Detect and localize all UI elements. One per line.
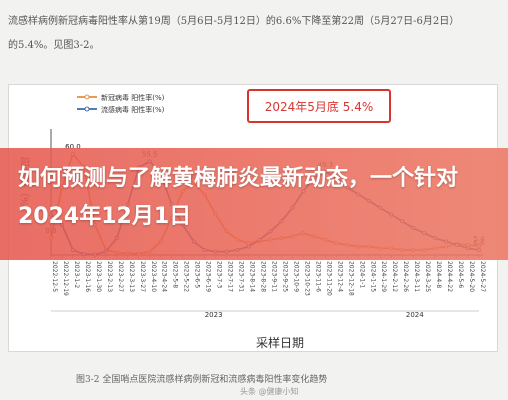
x-tick-label: 2023-9-25 (281, 261, 288, 292)
legend-marker (84, 94, 90, 100)
x-tick-label: 2023-2-27 (117, 261, 124, 292)
x-tick-label: 2024-2-26 (402, 261, 409, 292)
x-tick-label: 2023-6-19 (205, 261, 212, 292)
highlight-annotation: 2024年5月底 5.4% (247, 89, 391, 123)
x-tick-label: 2024-5-6 (457, 261, 464, 288)
x-tick-label: 2023-7-3 (216, 261, 223, 288)
x-tick-label: 2023-12-18 (347, 261, 354, 296)
x-tick-label: 2024-3-25 (424, 261, 431, 292)
x-tick-label: 2022-12-5 (51, 261, 58, 292)
x-tick-label: 2024-4-8 (435, 261, 442, 288)
x-tick-label: 2023-4-10 (150, 261, 157, 292)
x-tick-label: 2024-1-15 (369, 261, 376, 292)
x-tick-label: 2023-10-9 (292, 261, 299, 292)
x-tick-label: 2023-10-23 (303, 261, 310, 296)
x-tick-label: 2023-12-4 (336, 261, 343, 292)
x-tick-label: 2023-11-20 (325, 261, 332, 296)
paragraph-line-1: 流感样病例新冠病毒阳性率从第19周（5月6日-5月12日）的6.6%下降至第22… (8, 16, 460, 27)
x-tick-label: 2023-2-13 (106, 261, 113, 292)
x-tick-label: 2024-5-27 (479, 261, 486, 292)
x-tick-label: 2023-8-28 (260, 261, 267, 292)
x-tick-label: 2023-5-8 (172, 261, 179, 288)
x-tick-label: 2023-11-6 (314, 261, 321, 292)
x-tick-label: 2023-7-31 (238, 261, 245, 292)
x-tick-label: 2024-5-20 (468, 261, 475, 292)
x-tick-label: 2023-9-11 (270, 261, 277, 292)
x-tick-label: 2023-1-16 (84, 261, 91, 292)
year-label: 2024 (406, 311, 424, 319)
x-tick-label: 2023-7-17 (227, 261, 234, 292)
x-tick-label: 2024-2-12 (391, 261, 398, 292)
data-label: 60.0 (65, 143, 81, 151)
x-tick-label: 2023-3-13 (128, 261, 135, 292)
x-tick-label: 2023-1-30 (95, 261, 102, 292)
paragraph-line-2: 的5.4%。见图3-2。 (8, 40, 100, 51)
figure-caption: 图3-2 全国哨点医院流感样病例新冠和流感病毒阳性率变化趋势 (76, 375, 328, 385)
x-axis-title: 采样日期 (256, 336, 305, 350)
watermark: 头条 @健康小知 (240, 387, 299, 396)
x-tick-label: 2024-3-11 (413, 261, 420, 292)
legend-label: 新冠病毒 阳性率(%) (101, 93, 165, 102)
x-tick-label: 2022-12-19 (62, 261, 69, 296)
headline-text: 如何预测与了解黄梅肺炎最新动态，一个针对2024年12月1日 (18, 166, 459, 229)
x-tick-label: 2023-1-2 (73, 261, 80, 288)
x-tick-label: 2023-5-22 (183, 261, 190, 292)
legend-marker (84, 106, 90, 112)
x-tick-label: 2023-4-24 (161, 261, 168, 292)
year-label: 2023 (205, 311, 223, 319)
x-tick-label: 2023-8-14 (249, 261, 256, 292)
x-tick-label: 2023-6-5 (194, 261, 201, 288)
x-tick-label: 2024-1-1 (358, 261, 365, 288)
x-tick-label: 2023-3-27 (139, 261, 146, 292)
headline-banner: 如何预测与了解黄梅肺炎最新动态，一个针对2024年12月1日 (0, 148, 508, 260)
legend-label: 流感病毒 阳性率(%) (101, 105, 165, 114)
x-tick-label: 2024-1-29 (380, 261, 387, 292)
x-tick-label: 2024-4-22 (446, 261, 453, 292)
